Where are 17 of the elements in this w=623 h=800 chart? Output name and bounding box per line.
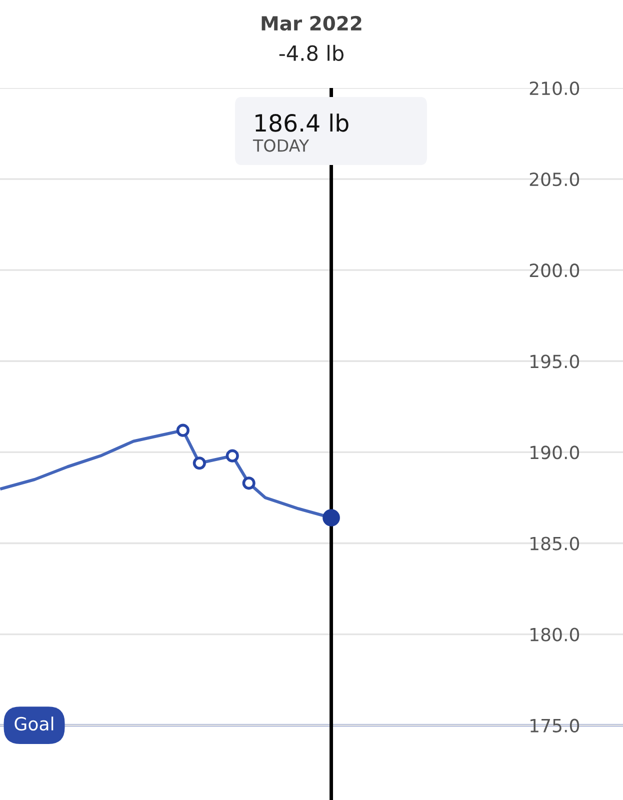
point [176,424,190,437]
point [322,509,340,526]
point [192,456,206,470]
y-tick-label: 195.0 [530,354,580,368]
y-tick-label: 200.0 [530,264,580,278]
chart-subtitle: -4.8 lb [279,44,344,62]
point [242,476,256,490]
point [226,449,239,462]
y-tick-label: 205.0 [530,172,580,186]
y-tick-label: 190.0 [530,446,580,460]
annotation: TODAY [252,139,310,152]
y-tick-label: 180.0 [530,628,580,642]
y-tick-label: 210.0 [530,81,580,96]
annotation: 186.4 lb [256,114,348,132]
y-tick-label: 185.0 [530,536,580,550]
ref-line-label: Goal [14,716,54,731]
chart-title: Mar 2022 [262,16,362,31]
